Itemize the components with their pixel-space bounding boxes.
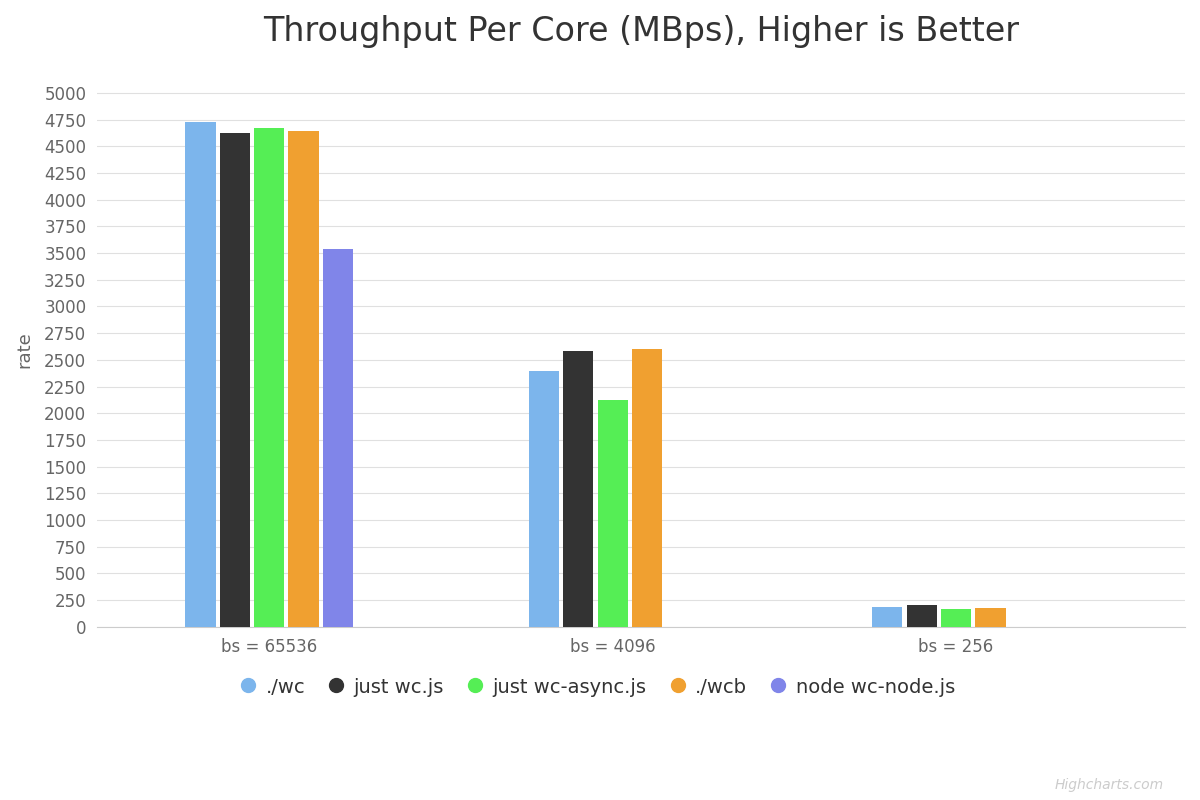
Bar: [976, 608, 1006, 626]
Bar: [185, 122, 216, 626]
Title: Throughput Per Core (MBps), Higher is Better: Throughput Per Core (MBps), Higher is Be…: [263, 15, 1019, 48]
Bar: [563, 351, 593, 626]
Bar: [906, 605, 937, 626]
Bar: [288, 131, 319, 626]
Y-axis label: rate: rate: [14, 330, 32, 367]
Bar: [323, 249, 353, 626]
Bar: [220, 134, 250, 626]
Bar: [632, 349, 662, 626]
Bar: [941, 609, 971, 626]
Legend: ./wc, just wc.js, just wc-async.js, ./wcb, node wc-node.js: ./wc, just wc.js, just wc-async.js, ./wc…: [233, 670, 962, 705]
Bar: [529, 370, 559, 626]
Bar: [598, 401, 628, 626]
Bar: [254, 128, 284, 626]
Bar: [872, 607, 902, 626]
Text: Highcharts.com: Highcharts.com: [1055, 778, 1164, 792]
